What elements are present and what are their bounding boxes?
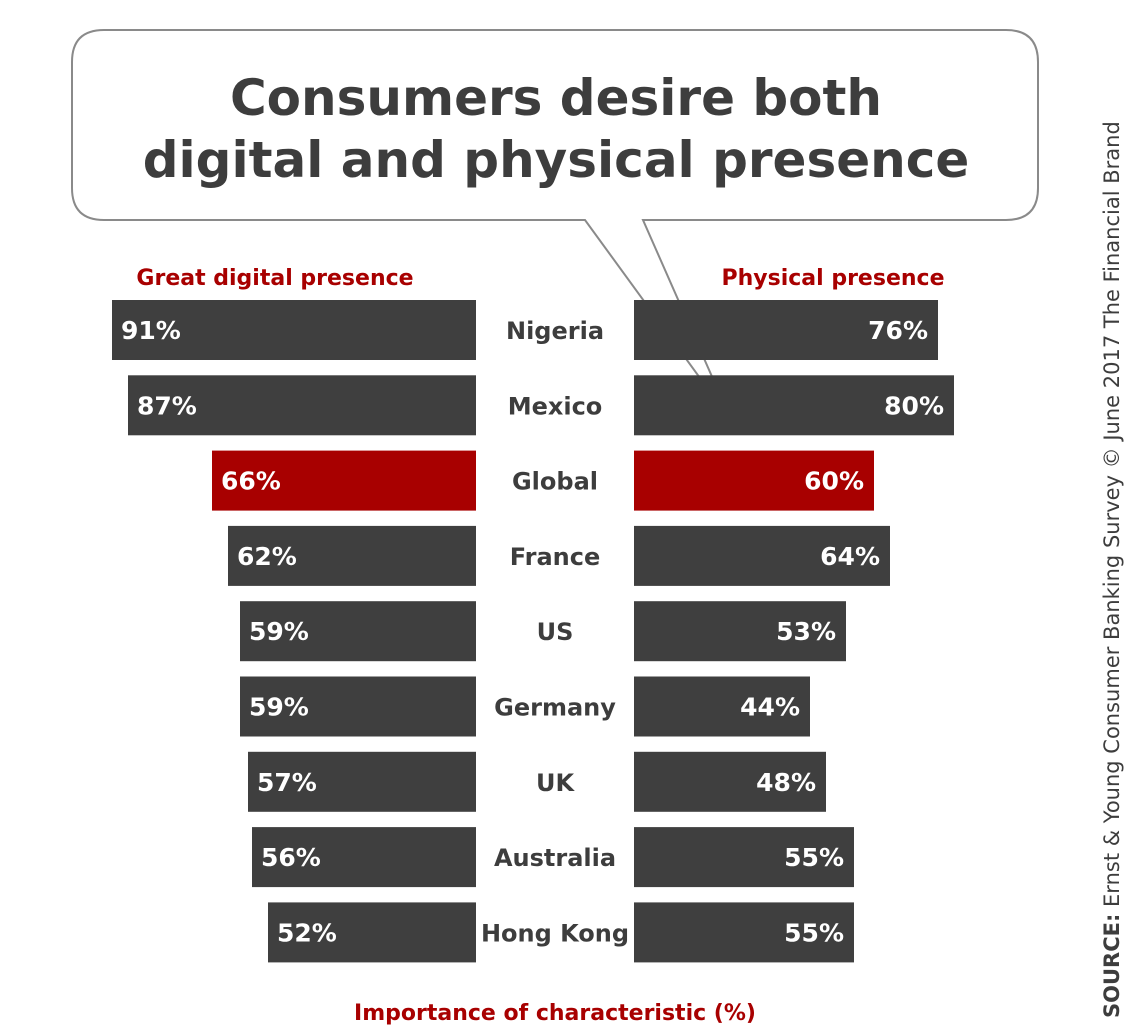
value-label-physical-global: 60%: [804, 467, 864, 496]
bar-digital-nigeria: [112, 300, 476, 360]
bar-physical-france: [634, 525, 890, 586]
category-label-france: France: [510, 543, 600, 571]
bar-digital-global: [212, 450, 476, 511]
category-label-mexico: Mexico: [508, 392, 603, 420]
bar-physical-hong-kong: [634, 902, 854, 963]
category-label-uk: UK: [536, 769, 575, 797]
value-label-physical-germany: 44%: [740, 693, 800, 722]
value-label-physical-france: 64%: [820, 542, 880, 571]
category-label-global: Global: [512, 468, 598, 496]
bar-digital-australia: [252, 827, 476, 888]
bar-digital-france: [228, 525, 476, 586]
series-label-physical: Physical presence: [721, 266, 944, 291]
value-label-physical-us: 53%: [776, 617, 836, 646]
value-label-digital-nigeria: 91%: [121, 316, 181, 345]
category-label-australia: Australia: [494, 844, 616, 872]
value-label-digital-us: 59%: [249, 617, 309, 646]
value-label-physical-nigeria: 76%: [868, 316, 928, 345]
x-axis-label: Importance of characteristic (%): [354, 1001, 756, 1026]
value-label-digital-mexico: 87%: [137, 391, 197, 420]
bar-physical-us: [634, 601, 846, 662]
bar-digital-uk: [248, 751, 476, 812]
category-label-us: US: [537, 618, 574, 646]
bar-digital-mexico: [128, 375, 476, 436]
value-label-digital-hong-kong: 52%: [277, 918, 337, 947]
value-label-physical-australia: 55%: [784, 843, 844, 872]
bar-digital-germany: [240, 676, 476, 737]
value-label-digital-uk: 57%: [257, 768, 317, 797]
value-label-physical-hong-kong: 55%: [784, 918, 844, 947]
value-label-physical-uk: 48%: [756, 768, 816, 797]
bar-physical-uk: [634, 751, 826, 812]
series-label-digital: Great digital presence: [136, 266, 413, 291]
bars-group: 91% 76% Nigeria 87% 80% Mexico 66% 60% Global 62%…: [112, 300, 954, 963]
bar-digital-us: [240, 601, 476, 662]
source-credit: SOURCE: Ernst & Young Consumer Banking S…: [1100, 121, 1124, 1018]
bar-physical-mexico: [634, 375, 954, 436]
value-label-physical-mexico: 80%: [884, 391, 944, 420]
category-label-germany: Germany: [494, 694, 616, 722]
chart-title-line-1: Consumers desire both: [230, 69, 882, 127]
bar-physical-nigeria: [634, 300, 938, 360]
source-text: Ernst & Young Consumer Banking Survey © …: [1100, 121, 1124, 913]
value-label-digital-germany: 59%: [249, 693, 309, 722]
bar-physical-global: [634, 450, 874, 511]
bar-physical-germany: [634, 676, 810, 737]
category-label-nigeria: Nigeria: [506, 317, 604, 345]
value-label-digital-australia: 56%: [261, 843, 321, 872]
bar-physical-australia: [634, 827, 854, 888]
category-label-hong-kong: Hong Kong: [481, 919, 629, 947]
bar-digital-hong-kong: [268, 902, 476, 963]
value-label-digital-global: 66%: [221, 467, 281, 496]
source-prefix: SOURCE:: [1100, 914, 1124, 1018]
value-label-digital-france: 62%: [237, 542, 297, 571]
chart-title-line-2: digital and physical presence: [143, 131, 970, 189]
